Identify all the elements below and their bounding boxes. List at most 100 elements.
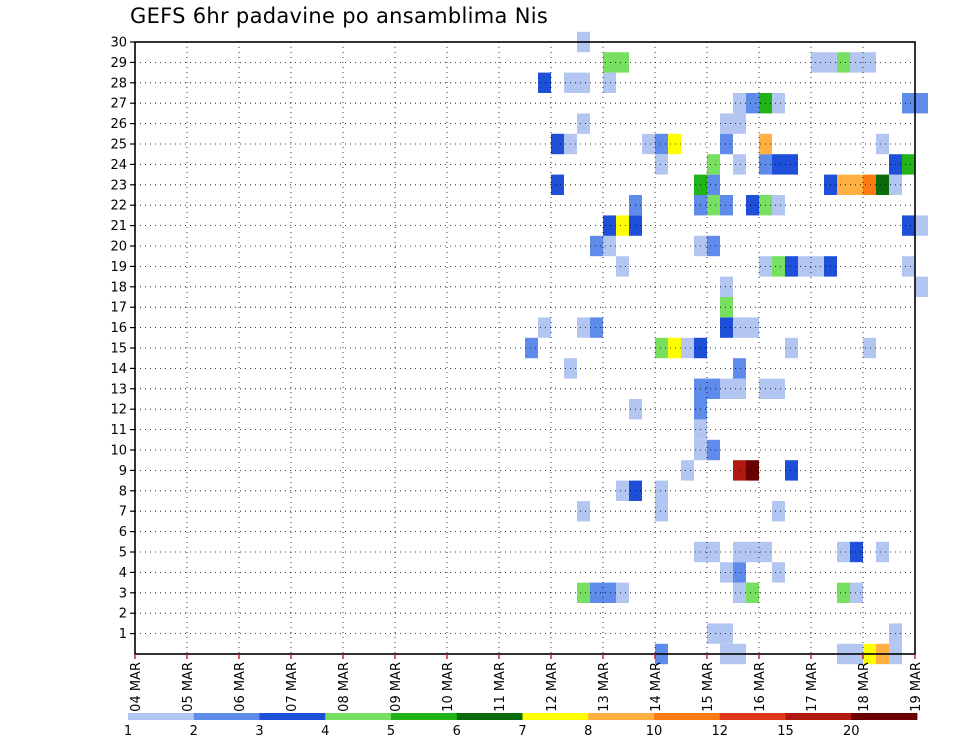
legend-label: 20 [843, 724, 860, 739]
heatmap-cell [720, 317, 733, 338]
heatmap-cell [837, 582, 850, 603]
legend-swatch [719, 713, 786, 720]
heatmap-cell [707, 154, 720, 175]
legend-swatch [785, 713, 852, 720]
heatmap-cell [616, 582, 629, 603]
heatmap-cell [668, 337, 681, 359]
heatmap-cell [720, 623, 733, 644]
legend-swatch [391, 713, 458, 720]
heatmap-cell [616, 256, 629, 277]
legend-label: 7 [518, 724, 526, 739]
heatmap-cell [746, 195, 759, 216]
heatmap-cell [655, 154, 668, 175]
heatmap-cell [746, 460, 759, 481]
legend-label: 4 [321, 724, 329, 739]
y-tick-label: 1 [119, 627, 127, 642]
heatmap-cell [850, 582, 863, 603]
heatmap-cell [733, 154, 746, 175]
heatmap-cell [720, 195, 733, 216]
heatmap-cell [707, 195, 720, 216]
axes: 1234567891011121314151617181920212223242… [110, 36, 924, 712]
heatmap-cell [850, 541, 863, 563]
x-tick-label: 13 MAR [597, 662, 612, 712]
legend-swatch [522, 713, 589, 720]
heatmap-cell [577, 582, 590, 603]
y-tick-label: 29 [110, 56, 127, 71]
legend-swatch [193, 713, 260, 720]
heatmap-cell [603, 215, 616, 236]
heatmap-cell [772, 562, 785, 583]
heatmap-cell [720, 297, 733, 318]
heatmap-cell [876, 133, 889, 155]
heatmap-cell [681, 460, 694, 481]
heatmap-cell [590, 582, 603, 603]
heatmap-cell [785, 154, 798, 175]
grid-lines [135, 42, 915, 654]
heatmap-cell [707, 623, 720, 644]
y-tick-label: 13 [110, 382, 127, 397]
y-tick-label: 17 [110, 301, 127, 316]
y-tick-label: 11 [110, 423, 127, 438]
heatmap-cell [863, 337, 876, 359]
heatmap-cell [746, 93, 759, 114]
heatmap-cell [863, 174, 876, 195]
legend-swatch [456, 713, 523, 720]
y-tick-label: 16 [110, 321, 127, 336]
y-tick-label: 8 [119, 484, 127, 499]
heatmap-cell [707, 541, 720, 563]
x-tick-label: 19 MAR [909, 662, 924, 712]
heatmap-cell [655, 480, 668, 501]
heatmap-cell [681, 337, 694, 359]
heatmap-cell [811, 52, 824, 73]
heatmap-cell [915, 276, 928, 297]
heatmap-cell [733, 541, 746, 563]
y-tick-label: 20 [110, 240, 127, 255]
x-tick-label: 16 MAR [753, 662, 768, 712]
legend-label: 10 [646, 724, 663, 739]
x-tick-label: 11 MAR [493, 662, 508, 712]
legend-swatch [128, 713, 195, 720]
legend-label: 3 [255, 724, 263, 739]
y-tick-label: 30 [110, 36, 127, 51]
heatmap-cell [603, 52, 616, 73]
heatmap-cell [642, 133, 655, 155]
legend-label: 5 [387, 724, 395, 739]
heatmap-cell [746, 317, 759, 338]
y-tick-label: 2 [119, 607, 127, 622]
heatmap-cell [902, 93, 915, 114]
heatmap-cell [577, 72, 590, 93]
legend-label: 8 [584, 724, 592, 739]
heatmap-cell [915, 215, 928, 236]
heatmap-cell [785, 337, 798, 359]
heatmap-cell [720, 562, 733, 583]
heatmap-cell [850, 52, 863, 73]
heatmap-cell [746, 541, 759, 563]
legend-label: 12 [711, 724, 728, 739]
legend-swatch [325, 713, 392, 720]
heatmap-cell [915, 93, 928, 114]
heatmap-cell [850, 174, 863, 195]
x-tick-label: 05 MAR [181, 662, 196, 712]
x-tick-label: 15 MAR [701, 662, 716, 712]
heatmap-cell [733, 358, 746, 379]
y-tick-label: 5 [119, 546, 127, 561]
heatmap-cell [655, 337, 668, 359]
x-tick-label: 10 MAR [441, 662, 456, 712]
legend-label: 1 [124, 724, 132, 739]
heatmap-cell [707, 174, 720, 195]
legend-swatch [259, 713, 326, 720]
y-tick-label: 9 [119, 464, 127, 479]
heatmap-cell [902, 256, 915, 277]
heatmap-cell [603, 582, 616, 603]
legend-label: 2 [190, 724, 198, 739]
heatmap-cell [733, 317, 746, 338]
heatmap-cell [772, 501, 785, 522]
heatmap-cell [720, 113, 733, 134]
y-tick-label: 28 [110, 76, 127, 91]
chart-title: GEFS 6hr padavine po ansamblima Nis [130, 4, 549, 28]
heatmap-cell [720, 276, 733, 297]
heatmap-cell [616, 52, 629, 73]
heatmap-cell [902, 154, 915, 175]
legend-swatch [588, 713, 655, 720]
heatmap-cell [616, 215, 629, 236]
